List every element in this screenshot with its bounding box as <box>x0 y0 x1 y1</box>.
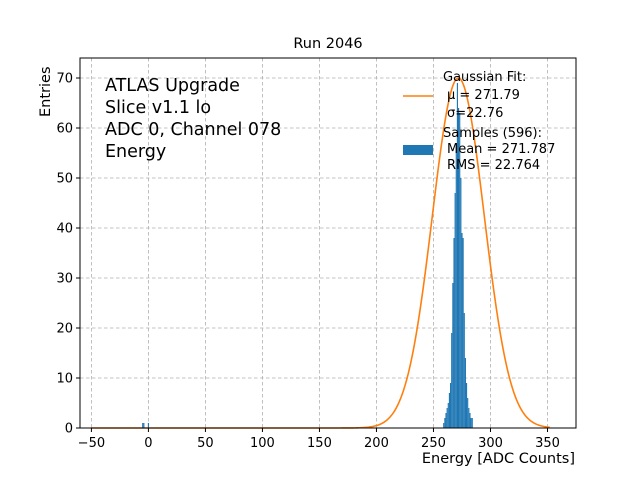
plot-frame <box>79 57 577 429</box>
y-axis-ticks: 0 10 20 30 40 50 60 70 <box>56 72 80 437</box>
x-tick-label: 100 <box>250 436 275 451</box>
legend-samples-swatch <box>403 145 433 155</box>
y-tick-label: 10 <box>56 372 73 387</box>
histogram-bar <box>446 408 448 428</box>
histogram-bar <box>464 358 466 428</box>
histogram-bar <box>452 283 454 428</box>
histogram-bar <box>455 143 457 428</box>
histogram-bar <box>462 238 464 428</box>
chart-title: Run 2046 <box>293 36 362 52</box>
histogram-bar <box>443 423 445 428</box>
y-tick-label: 40 <box>56 222 73 237</box>
histogram-bars <box>142 83 473 428</box>
histogram-bar <box>450 383 452 428</box>
x-tick-label: 150 <box>307 436 332 451</box>
histogram-bar <box>460 178 462 428</box>
y-tick-label: 0 <box>65 422 73 437</box>
histogram-bar <box>143 423 145 428</box>
histogram-bar <box>445 413 447 428</box>
y-tick-label: 20 <box>56 322 73 337</box>
legend-fit-mu: μ = 271.79 <box>447 88 520 103</box>
x-tick-label: 200 <box>364 436 389 451</box>
y-tick-label: 70 <box>56 72 73 87</box>
histogram-bar <box>147 423 149 428</box>
annotation-line: ATLAS Upgrade <box>105 76 240 96</box>
histogram-bar <box>469 413 471 428</box>
histogram-bar <box>465 383 468 428</box>
x-tick-label: 50 <box>197 436 214 451</box>
histogram-bar <box>444 418 446 428</box>
histogram-bar <box>448 393 451 428</box>
histogram-bar <box>459 113 461 428</box>
x-tick-label: 250 <box>421 436 446 451</box>
y-tick-label: 30 <box>56 272 73 287</box>
x-tick-label: 300 <box>478 436 503 451</box>
legend-samples-label: Samples (596): <box>443 126 542 141</box>
histogram-bar <box>142 423 144 428</box>
legend-samples-mean: Mean = 271.787 <box>447 142 555 157</box>
y-tick-label: 50 <box>56 172 73 187</box>
histogram-bar <box>467 398 469 428</box>
histogram-bar <box>453 238 455 428</box>
x-axis-ticks: −50 0 50 100 150 200 250 300 350 <box>78 428 560 451</box>
x-tick-label: 0 <box>144 436 152 451</box>
legend-fit-sigma: σ=22.76 <box>447 106 503 121</box>
legend: Gaussian Fit: μ = 271.79 σ=22.76 Samples… <box>403 70 555 173</box>
y-tick-label: 60 <box>56 122 73 137</box>
histogram-bar <box>470 418 472 428</box>
histogram-bar <box>471 418 473 428</box>
histogram-bar <box>456 83 458 428</box>
annotation-line: Energy <box>105 142 166 162</box>
x-axis-label: Energy [ADC Counts] <box>422 451 575 467</box>
annotation-line: Slice v1.1 lo <box>105 98 211 118</box>
histogram-bar <box>447 403 449 428</box>
histogram-bar <box>461 233 463 428</box>
annotation-line: ADC 0, Channel 078 <box>105 120 281 140</box>
annotation-block: ATLAS Upgrade Slice v1.1 lo ADC 0, Chann… <box>105 76 281 162</box>
x-tick-label: 350 <box>535 436 560 451</box>
histogram-bar <box>468 408 470 428</box>
legend-samples-rms: RMS = 22.764 <box>447 158 540 173</box>
x-tick-label: −50 <box>78 436 105 451</box>
histogram-bar <box>463 313 465 428</box>
y-axis-label: Entries <box>38 66 54 117</box>
histogram-bar <box>454 193 456 428</box>
histogram-bar <box>451 333 453 428</box>
legend-fit-label: Gaussian Fit: <box>443 70 526 85</box>
histogram-bar <box>457 108 460 428</box>
